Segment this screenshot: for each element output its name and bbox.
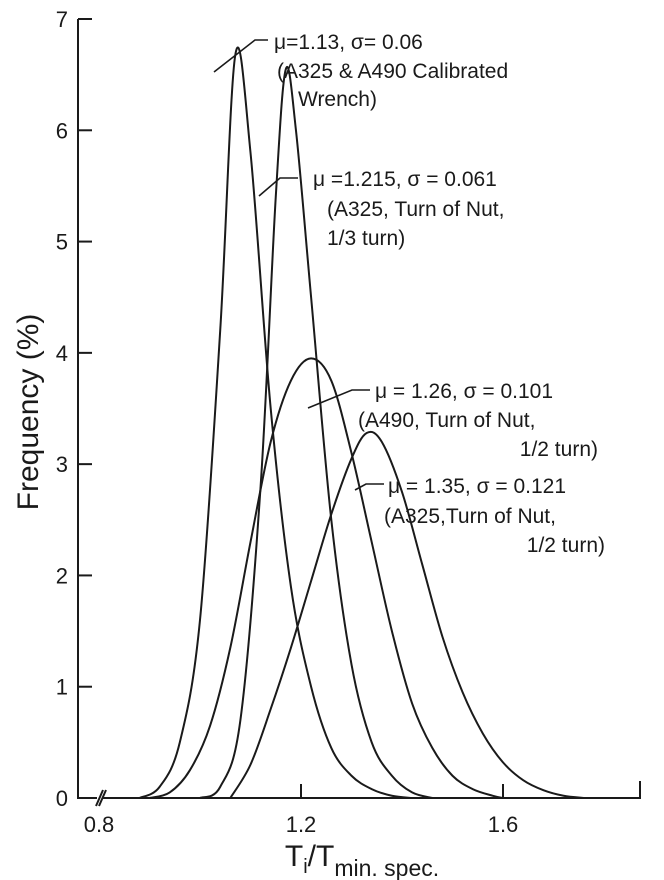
y-axis-line — [77, 19, 97, 799]
series-line-1 — [138, 46, 413, 799]
x-axis-label: Ti/Tmin. spec. — [285, 840, 439, 880]
y-tick-label: 2 — [56, 563, 68, 588]
y-tick-label: 4 — [56, 341, 68, 366]
series-line-2 — [199, 66, 433, 799]
annotations: μ=1.13, σ= 0.06 (A325 & A490 Calibrated Wr… — [274, 31, 605, 557]
series-line-4 — [229, 430, 584, 799]
y-tick-label: 1 — [56, 675, 68, 700]
series-1-annotation: Wrench) — [298, 88, 377, 111]
x-tick-label: 1.2 — [286, 812, 317, 837]
series-2-annotation: 1/3 turn) — [327, 227, 405, 250]
annotation-leader-1 — [213, 39, 268, 73]
series-3-annotation: μ = 1.26, σ = 0.101 — [375, 380, 553, 403]
series-3-annotation: 1/2 turn) — [520, 438, 598, 461]
x-label-sub1: i — [303, 856, 307, 878]
series-2-annotation: μ =1.215, σ = 0.061 — [313, 168, 497, 191]
series-4-annotation: (A325,Turn of Nut, — [384, 505, 556, 528]
y-tick-label: 7 — [56, 7, 68, 32]
series-4-annotation: 1/2 turn) — [527, 534, 605, 557]
y-tick-label: 6 — [56, 118, 68, 143]
annotation-leader-4 — [354, 483, 384, 491]
y-tick-label: 3 — [56, 452, 68, 477]
annotation-leader-3 — [307, 389, 370, 409]
axis-break-mark — [95, 789, 107, 807]
x-label-main: T — [285, 840, 303, 873]
x-tick-label: 0.8 — [84, 812, 115, 837]
y-axis-label: Frequency (%) — [12, 314, 45, 511]
y-tick-label: 5 — [56, 230, 68, 255]
annotation-leader-2 — [258, 177, 298, 197]
series-line-3 — [149, 357, 504, 799]
series-1-annotation: μ=1.13, σ= 0.06 — [274, 31, 423, 54]
series-3-annotation: (A490, Turn of Nut, — [358, 409, 535, 432]
x-label-sub2: min. spec. — [334, 855, 439, 880]
series-1-annotation: (A325 & A490 Calibrated — [277, 60, 508, 83]
x-tick-label: 1.6 — [488, 812, 519, 837]
x-axis-line — [103, 781, 641, 799]
annotation-leaders — [213, 39, 384, 491]
y-tick-label: 0 — [56, 786, 68, 811]
x-label-mid: /T — [308, 840, 335, 873]
series-4-annotation: μ = 1.35, σ = 0.121 — [388, 475, 566, 498]
series-2-annotation: (A325, Turn of Nut, — [327, 198, 504, 221]
axes — [77, 19, 641, 807]
curves — [138, 46, 584, 799]
